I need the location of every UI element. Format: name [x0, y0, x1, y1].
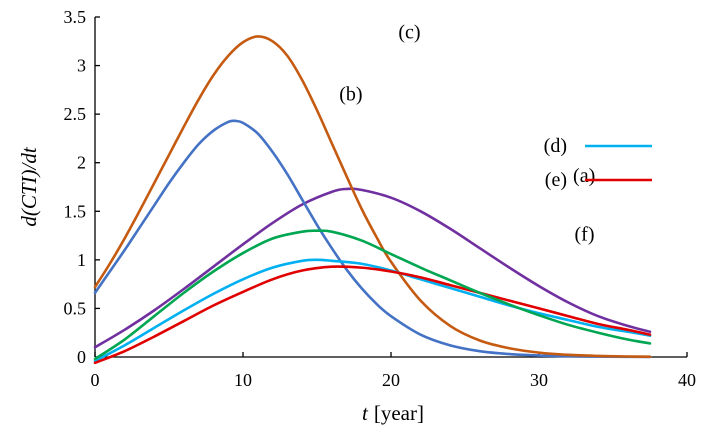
curve-annotation: (b): [339, 84, 362, 106]
x-tick-label: 40: [678, 370, 696, 390]
y-tick-label: 2.5: [64, 104, 87, 124]
chart-axes: [94, 17, 687, 358]
legend: (d) (e): [544, 135, 652, 191]
series-line-d: [93, 258, 652, 363]
curve-annotations: (c) (b) (a) (f): [339, 21, 595, 245]
y-tick-label: 3.5: [64, 7, 87, 27]
x-axis-ticks: 0 10 20 30 40: [91, 352, 696, 390]
curve-annotation: (f): [575, 223, 595, 245]
series-line-f: [93, 229, 652, 361]
y-tick-label: 1: [77, 250, 86, 270]
y-axis-ticks: 0 0.5 1 1.5 2 2.5 3 3.5: [64, 7, 100, 367]
legend-label: (d): [544, 135, 567, 157]
x-axis-title: t [year]: [362, 401, 424, 425]
x-axis-variable: t: [362, 401, 369, 425]
series-line-b: [93, 119, 652, 359]
y-tick-label: 3: [77, 56, 86, 76]
y-axis-title: d(CTI)/dt: [17, 146, 41, 227]
y-tick-label: 0: [77, 347, 86, 367]
series-lines: [93, 35, 652, 365]
y-tick-label: 1.5: [64, 201, 87, 221]
x-tick-label: 0: [91, 370, 100, 390]
y-tick-label: 2: [77, 153, 86, 173]
series-line-c: [93, 35, 652, 359]
series-line-a: [93, 187, 652, 349]
y-tick-label: 0.5: [64, 298, 87, 318]
series-line-e: [93, 265, 652, 365]
curve-annotation: (c): [398, 21, 420, 43]
x-tick-label: 30: [530, 370, 548, 390]
curve-annotation: (a): [573, 165, 595, 187]
x-tick-label: 10: [234, 370, 252, 390]
legend-label: (e): [545, 169, 567, 191]
x-axis-unit: [year]: [374, 401, 424, 425]
x-tick-label: 20: [382, 370, 400, 390]
